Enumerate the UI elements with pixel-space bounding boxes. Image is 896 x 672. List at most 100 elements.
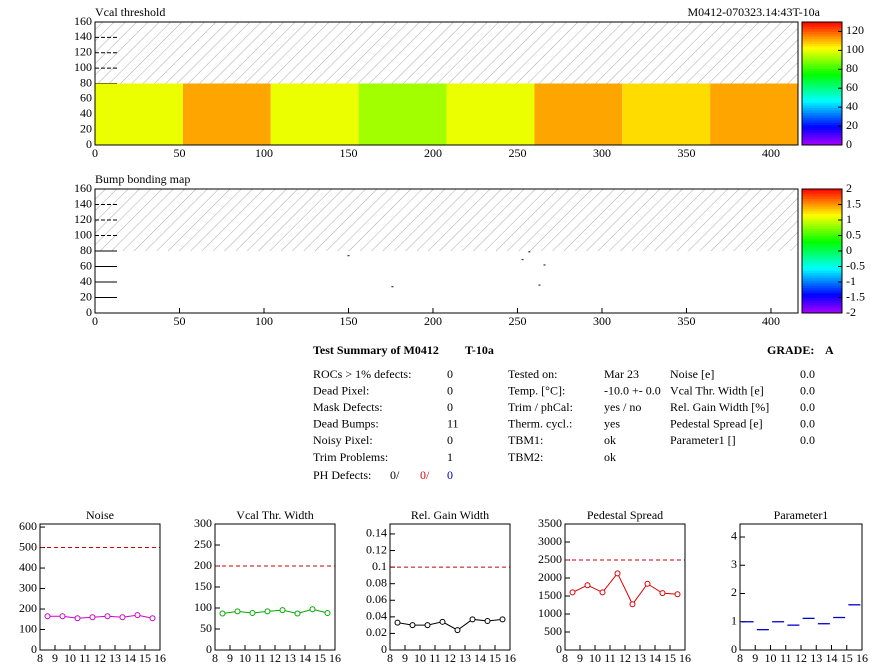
color-scale-step [802, 223, 842, 227]
x-tick-label: 15 [139, 651, 151, 665]
color-scale-step [802, 236, 842, 240]
x-tick-label: 14 [649, 651, 661, 665]
z-tick-label: 60 [846, 80, 858, 94]
color-scale-step [802, 308, 842, 312]
z-tick-label: 120 [846, 23, 864, 37]
x-tick-label: 10 [589, 651, 601, 665]
color-scale-step [802, 71, 842, 75]
color-scale-step [802, 298, 842, 302]
x-tick-label: 400 [762, 314, 780, 328]
y-tick-label: 0.04 [366, 609, 387, 623]
color-scale-step [802, 127, 842, 131]
color-scale-step [802, 100, 842, 104]
heatmap-cell [270, 83, 359, 145]
color-scale-step [802, 203, 842, 207]
chart-title: Parameter1 [774, 508, 829, 522]
marker [44, 613, 51, 620]
color-scale-step [802, 98, 842, 102]
plot-frame [94, 21, 799, 146]
y-tick-label: 20 [80, 121, 92, 135]
summary-value: 0.0 [800, 383, 815, 397]
y-tick-label: 0.12 [366, 542, 387, 556]
heatmap-cell [446, 83, 535, 145]
x-tick-label: 12 [795, 651, 807, 665]
color-scale-step [802, 115, 842, 119]
color-scale-step [802, 53, 842, 57]
marker [264, 608, 271, 615]
summary-value: 0.0 [800, 417, 815, 431]
color-scale-step [802, 251, 842, 254]
y-tick-label: 60 [80, 91, 92, 105]
x-tick-label: 15 [664, 651, 676, 665]
color-scale-step [802, 140, 842, 144]
color-scale-step [802, 248, 842, 252]
summary-label: Trim / phCal: [508, 400, 573, 414]
summary-label: ROCs > 1% defects: [313, 367, 411, 381]
color-scale-step [802, 29, 842, 33]
summary-label: TBM1: [508, 433, 543, 447]
color-scale-step [802, 253, 842, 257]
color-scale-step [802, 265, 842, 269]
x-tick-label: 8 [212, 651, 218, 665]
color-scale-step [802, 280, 842, 284]
color-scale-step [802, 191, 842, 195]
color-scale-step [802, 206, 842, 210]
summary-value: -10.0 +- 0.0 [604, 383, 661, 397]
marker [279, 607, 286, 614]
x-tick-label: 200 [424, 146, 442, 160]
x-tick-label: 0 [92, 314, 98, 328]
z-tick-label: 0.5 [846, 227, 861, 241]
color-scale-step [802, 132, 842, 136]
x-tick-label: 300 [593, 314, 611, 328]
color-scale-step [802, 255, 842, 259]
color-scale-step [802, 56, 842, 60]
marker [89, 614, 96, 621]
marker [309, 606, 316, 613]
color-scale-step [802, 293, 842, 297]
color-scale-step [802, 268, 842, 272]
color-scale-step [802, 83, 842, 87]
marker [674, 591, 681, 598]
color-scale-step [802, 31, 842, 35]
color-scale-step [802, 93, 842, 97]
summary-value: 0 [447, 383, 453, 397]
grade-label: GRADE: [767, 343, 814, 357]
y-tick-label: 150 [194, 579, 212, 593]
summary-value: 0 [447, 400, 453, 414]
color-scale-step [802, 283, 842, 287]
color-scale-step [802, 122, 842, 126]
y-tick-label: 500 [19, 539, 37, 553]
y-tick-label: 3000 [538, 534, 562, 548]
x-tick-label: 12 [269, 651, 281, 665]
marker [584, 582, 591, 589]
x-tick-label: 0 [92, 146, 98, 160]
y-tick-label: 300 [19, 580, 37, 594]
color-scale-step [802, 36, 842, 40]
color-scale-step [802, 130, 842, 134]
color-scale-step [802, 46, 842, 50]
color-scale-step [802, 208, 842, 212]
z-tick-label: 2 [846, 181, 852, 195]
x-tick-label: 9 [52, 651, 58, 665]
z-tick-label: -0.5 [846, 258, 865, 272]
color-scale-step [802, 241, 842, 245]
ph-defects-value: 0 [447, 468, 453, 482]
x-tick-label: 12 [94, 651, 106, 665]
marker [74, 615, 81, 622]
x-tick-label: 9 [227, 651, 233, 665]
x-tick-label: 8 [562, 651, 568, 665]
summary-value: 0.0 [800, 433, 815, 447]
summary-value: 0.0 [800, 367, 815, 381]
y-tick-label: 100 [194, 600, 212, 614]
color-scale-step [802, 78, 842, 82]
x-tick-label: 13 [634, 651, 646, 665]
heatmap-cell [358, 83, 447, 145]
y-tick-label: 0.06 [366, 592, 387, 606]
marker [324, 610, 331, 617]
color-scale-step [802, 44, 842, 48]
y-tick-label: 60 [80, 258, 92, 272]
z-tick-label: -1 [846, 274, 856, 288]
color-scale-step [802, 49, 842, 53]
x-tick-label: 16 [679, 651, 691, 665]
marker [294, 610, 301, 617]
